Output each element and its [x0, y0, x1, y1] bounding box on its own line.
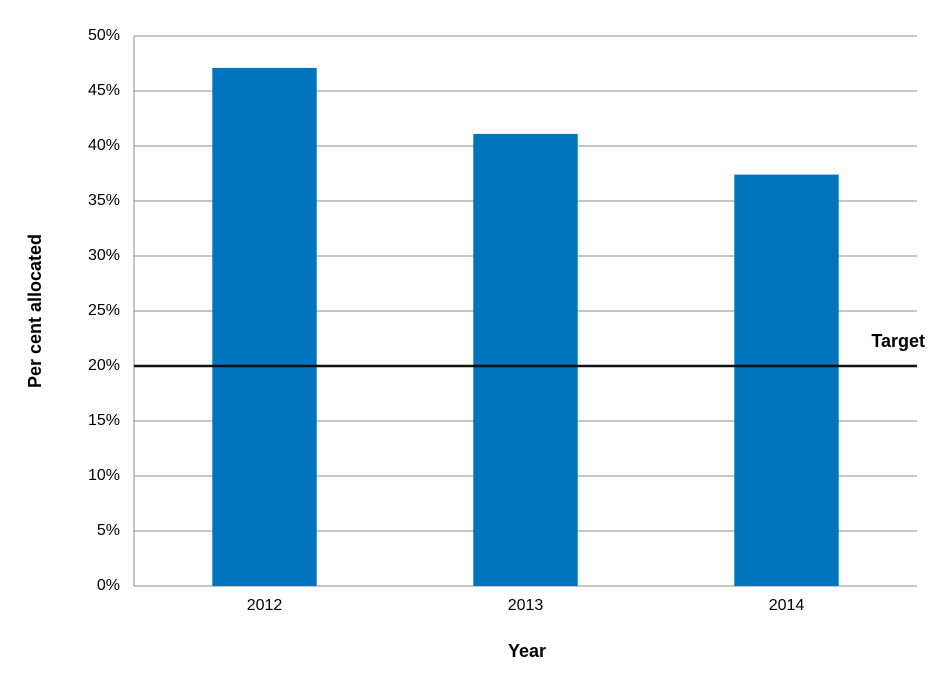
- y-tick-label: 40%: [88, 137, 120, 154]
- y-tick-label: 5%: [97, 522, 120, 539]
- y-tick-label: 10%: [88, 467, 120, 484]
- y-tick-label: 45%: [88, 82, 120, 99]
- x-tick-label: 2014: [769, 597, 805, 614]
- y-tick-label: 15%: [88, 412, 120, 429]
- x-tick-label: 2013: [508, 597, 544, 614]
- y-tick-label: 25%: [88, 302, 120, 319]
- bar: [734, 174, 839, 586]
- y-tick-label: 35%: [88, 192, 120, 209]
- y-tick-label: 20%: [88, 357, 120, 374]
- y-tick-label: 0%: [97, 577, 120, 594]
- y-tick-label: 50%: [88, 27, 120, 44]
- bar: [473, 133, 578, 586]
- x-tick-label: 2012: [247, 597, 283, 614]
- target-label: Target: [871, 331, 925, 351]
- y-tick-label: 30%: [88, 247, 120, 264]
- x-axis-label: Year: [508, 641, 546, 661]
- bar: [212, 67, 317, 586]
- y-axis-label: Per cent allocated: [25, 234, 45, 388]
